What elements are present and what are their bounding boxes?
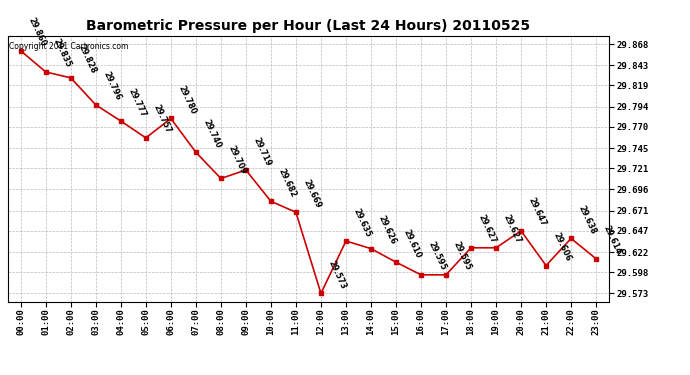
Text: 29.606: 29.606 [551,231,573,263]
Text: 29.828: 29.828 [77,43,98,75]
Text: 29.719: 29.719 [251,136,273,167]
Text: 29.647: 29.647 [526,196,548,228]
Text: 29.835: 29.835 [51,38,72,69]
Text: 29.635: 29.635 [351,207,373,238]
Text: 29.860: 29.860 [26,16,48,48]
Text: Copyright 2011 Cartronics.com: Copyright 2011 Cartronics.com [10,42,129,51]
Title: Barometric Pressure per Hour (Last 24 Hours) 20110525: Barometric Pressure per Hour (Last 24 Ho… [86,19,531,33]
Text: 29.614: 29.614 [602,224,623,256]
Text: 29.573: 29.573 [326,259,348,291]
Text: 29.638: 29.638 [577,204,598,236]
Text: 29.757: 29.757 [151,104,172,135]
Text: 29.627: 29.627 [502,213,523,245]
Text: 29.709: 29.709 [226,144,248,176]
Text: 29.610: 29.610 [402,228,423,260]
Text: 29.796: 29.796 [101,70,123,102]
Text: 29.669: 29.669 [302,178,323,210]
Text: 29.627: 29.627 [477,213,497,245]
Text: 29.777: 29.777 [126,87,148,118]
Text: 29.595: 29.595 [451,240,473,272]
Text: 29.780: 29.780 [177,84,197,116]
Text: 29.626: 29.626 [377,214,397,246]
Text: 29.740: 29.740 [201,118,223,150]
Text: 29.595: 29.595 [426,240,448,272]
Text: 29.682: 29.682 [277,166,297,198]
